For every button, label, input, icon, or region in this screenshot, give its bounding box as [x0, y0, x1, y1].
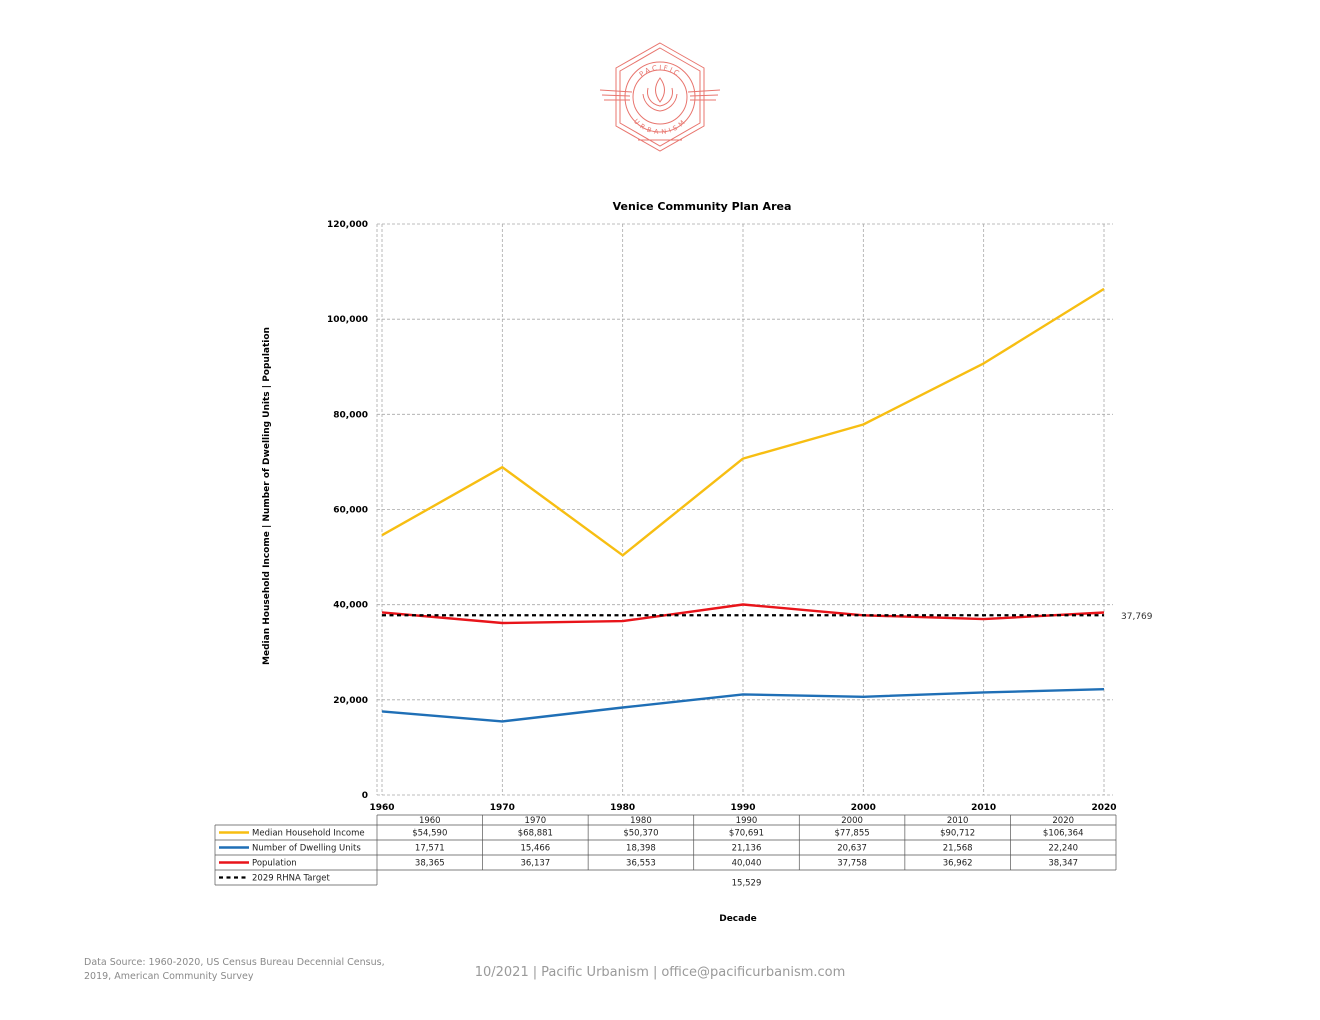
table-cell: 38,347 — [1048, 859, 1078, 869]
legend-label-dwelling-units: Number of Dwelling Units — [252, 844, 361, 854]
gridlines — [376, 223, 1113, 796]
x-tick-label: 1980 — [610, 803, 635, 813]
footer-date: 10/2021 — [474, 965, 529, 980]
footer-org: Pacific Urbanism — [541, 965, 649, 980]
y-tick-label: 0 — [362, 791, 368, 801]
table-cell: $77,855 — [834, 829, 869, 839]
footer-email: office@pacificurbanism.com — [661, 965, 846, 980]
target-table-value: 15,529 — [732, 879, 762, 889]
x-tick-label: 1990 — [730, 803, 755, 813]
series-line-dwelling-units — [381, 688, 1105, 723]
y-axis-ticks: 0 20,000 40,000 60,000 80,000 100,000 120,000 — [327, 220, 368, 801]
table-cell: 15,466 — [520, 844, 550, 854]
table-cell: 36,553 — [626, 859, 656, 869]
table-cell: 20,637 — [837, 844, 867, 854]
legend-label-population: Population — [252, 859, 297, 869]
table-cell: $54,590 — [412, 829, 447, 839]
series-line-median-household-income — [381, 287, 1105, 557]
series-line-population — [381, 603, 1105, 625]
target-end-label: 37,769 — [1121, 612, 1153, 622]
table-cell: $106,364 — [1043, 829, 1084, 839]
y-tick-label: 20,000 — [333, 696, 368, 706]
footer-separator: | — [652, 965, 658, 980]
footer-separator: | — [532, 965, 538, 980]
table-cell: 21,136 — [732, 844, 762, 854]
table-header-cell: 2020 — [1052, 816, 1074, 826]
chart-title: Venice Community Plan Area — [613, 200, 792, 213]
x-tick-label: 2020 — [1091, 803, 1116, 813]
table-cell: 21,568 — [943, 844, 973, 854]
table-cell: 36,137 — [520, 859, 550, 869]
data-source-line-2: 2019, American Community Survey — [84, 971, 254, 982]
table-header-cell: 1980 — [630, 816, 652, 826]
y-tick-label: 120,000 — [327, 220, 368, 230]
legend-label-median-household-income: Median Household Income — [252, 829, 365, 839]
table-cell: 18,398 — [626, 844, 656, 854]
legend-label-target: 2029 RHNA Target — [252, 874, 330, 884]
table-cell: $50,370 — [623, 829, 658, 839]
table-header-cell: 1970 — [525, 816, 547, 826]
x-tick-label: 1960 — [369, 803, 394, 813]
y-tick-label: 40,000 — [333, 601, 368, 611]
table-cell: 40,040 — [732, 859, 762, 869]
table-cell: 37,758 — [837, 859, 867, 869]
x-tick-label: 2000 — [851, 803, 876, 813]
y-tick-label: 60,000 — [333, 506, 368, 516]
table-cell: $68,881 — [518, 829, 553, 839]
data-source-line-1: Data Source: 1960-2020, US Census Bureau… — [84, 957, 385, 968]
data-table: 1960 1970 1980 1990 2000 2010 2020 Median House… — [214, 814, 1117, 889]
y-tick-label: 80,000 — [333, 410, 368, 420]
series-lines — [381, 287, 1105, 723]
y-tick-label: 100,000 — [327, 315, 368, 325]
x-axis-ticks: 1960 1970 1980 1990 2000 2010 2020 — [369, 803, 1116, 813]
x-tick-label: 1970 — [490, 803, 515, 813]
table-header-cell: 2010 — [947, 816, 969, 826]
data-source-note: Data Source: 1960-2020, US Census Bureau… — [84, 956, 414, 984]
table-header-cell: 1960 — [419, 816, 441, 826]
table-cell: $70,691 — [729, 829, 764, 839]
table-cell: 36,962 — [943, 859, 973, 869]
y-axis-label: Median Household Income | Number of Dwel… — [262, 327, 272, 665]
x-tick-label: 2010 — [971, 803, 996, 813]
footer-credit: 10/2021 | Pacific Urbanism | office@pacificu… — [0, 965, 1320, 980]
table-cell: 22,240 — [1048, 844, 1078, 854]
pacific-urbanism-logo: PACIFIC URBANISM — [599, 42, 721, 152]
table-cell: 38,365 — [415, 859, 445, 869]
table-header-cell: 2000 — [841, 816, 863, 826]
table-cell: $90,712 — [940, 829, 975, 839]
table-cell: 17,571 — [415, 844, 445, 854]
x-axis-label: Decade — [719, 914, 757, 924]
table-header-cell: 1990 — [736, 816, 758, 826]
